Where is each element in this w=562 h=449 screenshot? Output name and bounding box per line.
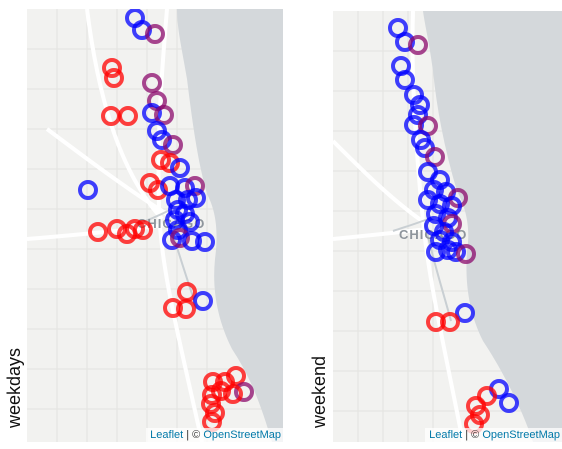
openstreetmap-link[interactable]: OpenStreetMap (203, 429, 281, 441)
marker-blue[interactable] (78, 180, 98, 200)
marker-blue[interactable] (410, 95, 430, 115)
marker-red[interactable] (104, 68, 124, 88)
basemap-weekdays: CHICAGO (27, 9, 283, 442)
marker-red[interactable] (148, 180, 168, 200)
leaflet-link[interactable]: Leaflet (150, 429, 184, 441)
marker-blue[interactable] (170, 158, 190, 178)
lake-michigan (423, 11, 562, 442)
marker-purple[interactable] (456, 244, 476, 264)
lake-michigan (177, 9, 283, 442)
marker-blue[interactable] (455, 303, 475, 323)
row-label-weekend: weekend (309, 355, 329, 428)
basemap-weekend: CHICAGO (333, 11, 562, 442)
marker-purple[interactable] (154, 105, 174, 125)
marker-purple[interactable] (145, 24, 165, 44)
marker-blue[interactable] (182, 231, 202, 251)
marker-blue[interactable] (142, 103, 162, 123)
marker-red[interactable] (440, 312, 460, 332)
marker-red[interactable] (133, 220, 153, 240)
marker-red[interactable] (125, 219, 145, 239)
map-attribution: Leaflet | © OpenStreetMap (146, 428, 283, 442)
marker-purple[interactable] (170, 228, 190, 248)
marker-red[interactable] (118, 106, 138, 126)
marker-red[interactable] (226, 366, 246, 386)
marker-blue[interactable] (499, 393, 519, 413)
marker-red[interactable] (151, 150, 171, 170)
marker-purple[interactable] (408, 35, 428, 55)
marker-purple[interactable] (142, 73, 162, 93)
marker-purple[interactable] (234, 382, 254, 402)
marker-red[interactable] (160, 153, 180, 173)
row-label-weekdays: weekdays (4, 347, 24, 428)
marker-blue[interactable] (195, 232, 215, 252)
attribution-separator: | © (183, 429, 204, 441)
marker-red[interactable] (211, 381, 231, 401)
map-panel-weekdays[interactable]: CHICAGO Leaflet | © OpenStreetMap (27, 9, 283, 442)
marker-blue[interactable] (408, 105, 428, 125)
marker-red[interactable] (163, 298, 183, 318)
marker-red[interactable] (223, 384, 243, 404)
map-attribution: Leaflet | © OpenStreetMap (425, 428, 562, 442)
openstreetmap-link[interactable]: OpenStreetMap (482, 429, 560, 441)
markers-weekend (388, 18, 519, 434)
marker-blue[interactable] (395, 70, 415, 90)
marker-red[interactable] (477, 386, 497, 406)
leaflet-link[interactable]: Leaflet (429, 429, 463, 441)
marker-red[interactable] (205, 403, 225, 423)
marker-red[interactable] (176, 299, 196, 319)
marker-blue[interactable] (193, 291, 213, 311)
markers-weekdays (78, 9, 254, 432)
marker-blue[interactable] (426, 204, 446, 224)
marker-blue[interactable] (426, 242, 446, 262)
marker-blue[interactable] (152, 130, 172, 150)
marker-blue[interactable] (446, 242, 466, 262)
marker-red[interactable] (102, 58, 122, 78)
river (392, 218, 452, 322)
map-panel-weekend[interactable]: CHICAGO Leaflet | © OpenStreetMap (333, 11, 562, 442)
marker-blue[interactable] (395, 32, 415, 52)
marker-purple[interactable] (163, 135, 183, 155)
marker-blue[interactable] (166, 190, 186, 210)
attribution-separator: | © (462, 429, 483, 441)
marker-red[interactable] (88, 222, 108, 242)
marker-blue[interactable] (186, 188, 206, 208)
